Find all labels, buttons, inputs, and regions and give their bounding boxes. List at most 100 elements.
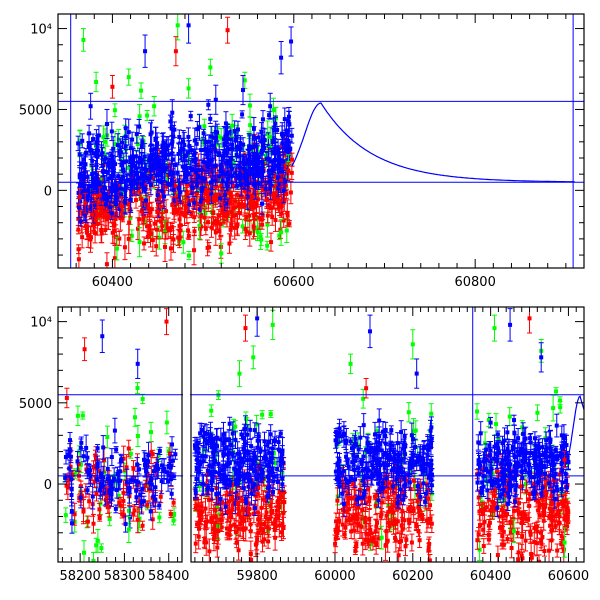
data-marker [127, 220, 132, 225]
blue-point [239, 110, 245, 119]
data-marker [186, 134, 191, 139]
data-marker [98, 185, 103, 190]
data-marker [77, 139, 82, 144]
data-marker [199, 168, 204, 173]
data-marker [218, 222, 223, 227]
data-marker [217, 174, 222, 179]
data-marker [122, 209, 127, 214]
data-marker [211, 211, 216, 216]
data-marker [150, 175, 155, 180]
red-point [104, 252, 110, 268]
green-point [180, 230, 186, 254]
data-marker [265, 222, 270, 227]
data-marker [139, 88, 144, 93]
data-marker [140, 173, 145, 178]
data-marker [160, 216, 165, 221]
data-marker [192, 200, 197, 205]
red-point [232, 216, 238, 240]
data-marker [142, 154, 147, 159]
data-marker [147, 206, 152, 211]
data-marker [281, 197, 286, 202]
data-marker [262, 158, 267, 163]
data-marker [260, 213, 265, 218]
data-marker [90, 172, 95, 177]
blue-point [77, 216, 83, 227]
data-marker [224, 161, 229, 166]
data-marker [179, 146, 184, 151]
data-marker [147, 228, 152, 233]
data-marker [265, 213, 270, 218]
data-marker [284, 228, 289, 233]
data-marker [278, 227, 283, 232]
red-point [286, 220, 292, 228]
data-marker [203, 226, 208, 231]
data-marker [248, 123, 253, 128]
blue-point [289, 127, 295, 144]
blue-point [185, 140, 191, 165]
data-marker [237, 202, 242, 207]
data-marker [187, 202, 192, 207]
red-point [228, 217, 234, 243]
red-point [99, 223, 105, 244]
data-marker [101, 191, 106, 196]
data-marker [89, 148, 94, 153]
data-marker [204, 181, 209, 186]
data-marker [224, 182, 229, 187]
data-marker [233, 205, 238, 210]
green-point [144, 109, 150, 121]
data-marker [231, 184, 236, 189]
data-marker [117, 183, 122, 188]
data-marker [265, 243, 270, 248]
data-marker [86, 184, 91, 189]
data-marker [160, 189, 165, 194]
red-point [239, 194, 245, 216]
data-marker [222, 137, 227, 142]
data-marker [128, 197, 133, 202]
data-marker [196, 163, 201, 168]
data-marker [168, 169, 173, 174]
red-point [168, 236, 174, 261]
data-marker [232, 225, 237, 230]
data-marker [77, 205, 82, 210]
data-marker [181, 240, 186, 245]
data-marker [271, 108, 276, 113]
green-point [138, 82, 144, 99]
data-marker [162, 194, 167, 199]
data-marker [253, 185, 258, 190]
data-marker [289, 133, 294, 138]
red-point [169, 223, 175, 232]
data-marker [245, 194, 250, 199]
data-marker [148, 210, 153, 215]
data-marker [215, 195, 220, 200]
data-marker [259, 130, 264, 135]
data-marker [261, 145, 266, 150]
data-marker [206, 163, 211, 168]
data-marker [256, 150, 261, 155]
data-marker [135, 142, 140, 147]
blue-point [123, 127, 129, 146]
data-marker [283, 183, 288, 188]
data-marker [76, 216, 81, 221]
data-marker [114, 204, 119, 209]
blue-point [170, 154, 176, 165]
red-point [170, 233, 176, 245]
data-marker [238, 146, 243, 151]
data-marker [277, 233, 282, 238]
blue-point [191, 195, 197, 210]
data-marker [128, 216, 133, 221]
data-marker [247, 213, 252, 218]
data-marker [202, 215, 207, 220]
green-point [186, 251, 192, 261]
red-point [141, 236, 147, 251]
data-marker [249, 197, 254, 202]
data-marker [216, 134, 221, 139]
blue-point [240, 137, 246, 152]
data-marker [273, 218, 278, 223]
data-marker [168, 119, 173, 124]
data-marker [244, 160, 249, 165]
data-marker [273, 121, 278, 126]
data-marker [88, 237, 93, 242]
data-marker [166, 226, 171, 231]
data-marker [252, 213, 257, 218]
red-point [98, 216, 104, 244]
